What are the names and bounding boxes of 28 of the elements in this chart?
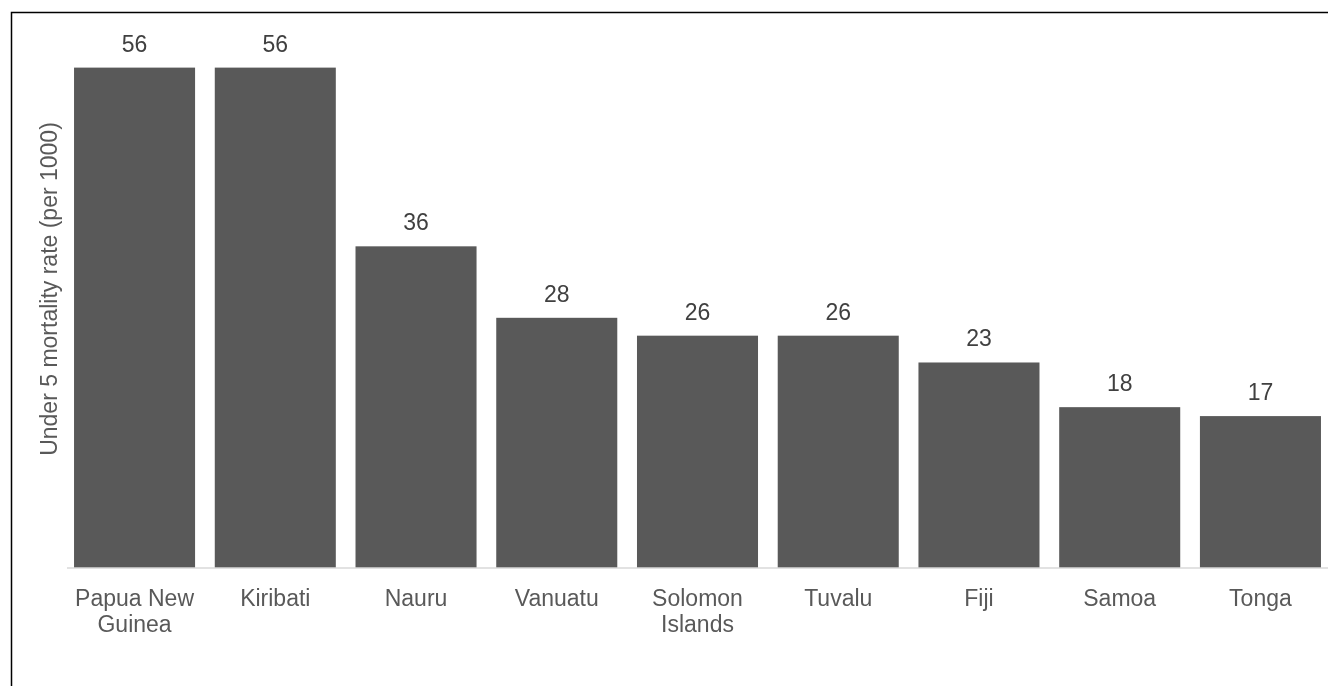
bar <box>355 246 477 568</box>
data-label: 18 <box>1106 370 1133 397</box>
data-label: 36 <box>403 209 429 236</box>
x-tick-label: Samoa <box>1083 585 1157 611</box>
x-tick-label: Tonga <box>1229 585 1292 611</box>
bar <box>918 362 1040 568</box>
bar <box>496 317 618 568</box>
bar <box>1059 407 1181 568</box>
data-label: 17 <box>1247 379 1274 406</box>
x-tick-label: Papua New Guinea <box>75 585 195 637</box>
bar <box>777 335 899 568</box>
x-tick-label: Vanuatu <box>514 585 599 611</box>
y-axis-title: Under 5 mortality rate (per 1000) <box>36 122 62 456</box>
bar <box>214 67 336 568</box>
x-tick-label: Nauru <box>384 585 448 611</box>
bar <box>636 335 759 568</box>
x-tick-label: Kiribati <box>240 585 311 611</box>
x-tick-label: Fiji <box>964 585 994 611</box>
data-label: 23 <box>966 325 992 352</box>
data-label: 26 <box>684 298 711 325</box>
data-label: 56 <box>262 30 289 57</box>
bar <box>1199 416 1321 568</box>
data-label: 26 <box>825 298 852 325</box>
data-label: 56 <box>121 30 148 57</box>
x-tick-label: Tuvalu <box>804 585 873 611</box>
data-label: 28 <box>543 280 570 307</box>
bar <box>74 67 196 568</box>
x-tick-label: Solomon Islands <box>652 585 743 637</box>
